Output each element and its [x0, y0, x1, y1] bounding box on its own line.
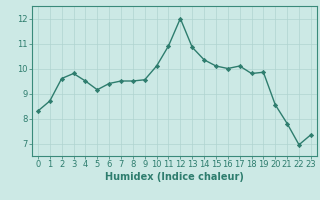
X-axis label: Humidex (Indice chaleur): Humidex (Indice chaleur)	[105, 172, 244, 182]
